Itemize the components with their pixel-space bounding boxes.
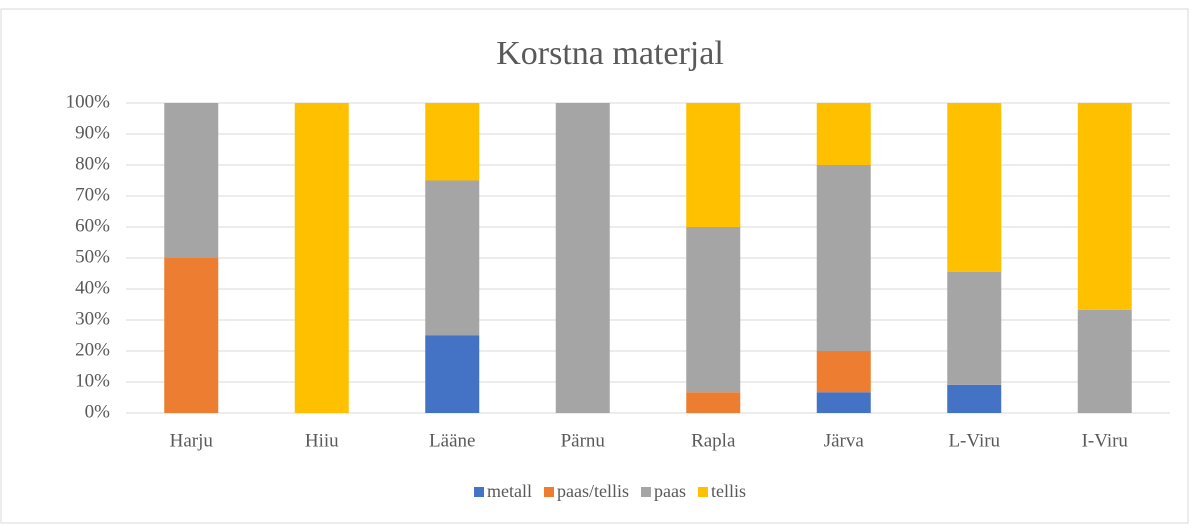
x-tick-label: Rapla: [691, 430, 736, 451]
legend-label: metall: [487, 481, 532, 501]
bar-segment: [816, 392, 871, 413]
bar-segment: [425, 103, 480, 181]
y-tick-label: 0%: [85, 401, 111, 422]
bar-segment: [164, 258, 219, 413]
legend-label: paas: [654, 481, 686, 501]
bar-segment: [947, 103, 1002, 272]
y-tick-label: 90%: [75, 122, 110, 143]
chart-title: Korstna materjal: [496, 35, 724, 72]
bar-segment: [947, 384, 1002, 413]
y-tick-label: 50%: [75, 246, 110, 267]
legend-label: tellis: [711, 481, 746, 501]
x-tick-label: Järva: [824, 430, 865, 451]
x-tick-label: L-Viru: [948, 430, 1000, 451]
bar-segment: [1077, 103, 1132, 310]
y-tick-label: 80%: [75, 153, 110, 174]
bar-segment: [947, 271, 1002, 385]
bar-segment: [686, 392, 741, 413]
bar-segment: [1077, 309, 1132, 413]
bar-segment: [816, 165, 871, 351]
legend-label: paas/tellis: [557, 481, 629, 501]
y-tick-label: 20%: [75, 339, 110, 360]
x-tick-label: Harju: [170, 430, 214, 451]
y-tick-label: 40%: [75, 277, 110, 298]
bar-segment: [294, 103, 349, 413]
bar-segment: [425, 180, 480, 336]
bar-segment: [816, 103, 871, 165]
bar-segment: [686, 227, 741, 393]
y-tick-label: 70%: [75, 184, 110, 205]
bar-segment: [816, 351, 871, 393]
y-tick-label: 10%: [75, 370, 110, 391]
y-tick-label: 100%: [66, 91, 111, 112]
y-tick-label: 30%: [75, 308, 110, 329]
x-tick-label: Hiiu: [305, 430, 339, 451]
bar-segment: [164, 103, 219, 258]
bar-segment: [555, 103, 610, 413]
legend-swatch: [640, 487, 651, 497]
legend-swatch: [697, 487, 708, 497]
y-tick-label: 60%: [75, 215, 110, 236]
bar-segment: [686, 103, 741, 227]
bar-segment: [425, 335, 480, 413]
legend-swatch: [474, 487, 485, 497]
x-tick-label: I-Viru: [1082, 430, 1129, 451]
x-tick-label: Pärnu: [561, 430, 606, 451]
legend-swatch: [544, 487, 555, 497]
x-tick-label: Lääne: [429, 430, 475, 451]
